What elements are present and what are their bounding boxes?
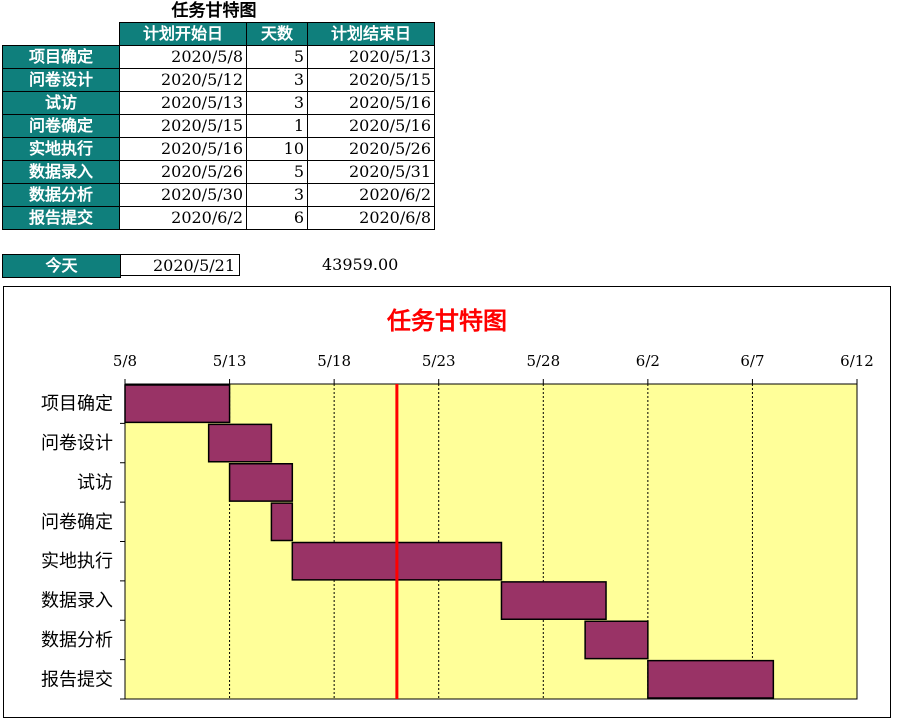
task-name-cell[interactable]: 数据分析 (2, 183, 120, 207)
days-cell[interactable]: 3 (246, 183, 308, 207)
y-category-label: 问卷确定 (41, 512, 113, 533)
start-date-cell[interactable]: 2020/5/15 (119, 114, 247, 138)
y-category-label: 试访 (77, 472, 113, 493)
days-cell[interactable]: 1 (246, 114, 308, 138)
table-row: 问卷设计 2020/5/12 3 2020/5/15 (2, 68, 435, 92)
x-tick-label: 5/13 (213, 352, 247, 370)
days-cell[interactable]: 6 (246, 206, 308, 230)
days-cell[interactable]: 5 (246, 160, 308, 184)
x-tick-label: 5/28 (526, 352, 560, 370)
gantt-bar (270, 502, 294, 542)
task-name-cell[interactable]: 问卷确定 (2, 114, 120, 138)
y-category-label: 实地执行 (41, 551, 113, 572)
x-tick-label: 5/18 (317, 352, 351, 370)
table-row: 报告提交 2020/6/2 6 2020/6/8 (2, 206, 435, 230)
gantt-chart[interactable]: 任务甘特图 5/8 5/13 5/18 5/23 5/28 6/2 6/7 6/12 项目确定问… (3, 286, 891, 718)
table-row: 问卷确定 2020/5/15 1 2020/5/16 (2, 114, 435, 138)
days-cell[interactable]: 3 (246, 68, 308, 92)
days-cell[interactable]: 10 (246, 137, 308, 161)
gantt-bar (500, 581, 607, 620)
x-tick-label: 6/7 (740, 352, 764, 370)
sheet-title: 任务甘特图 (171, 1, 257, 21)
today-value[interactable]: 2020/5/21 (120, 254, 240, 276)
gantt-plot: 5/8 5/13 5/18 5/23 5/28 6/2 6/7 6/12 项目确定问卷设计试访问… (41, 352, 874, 700)
table-row: 试访 2020/5/13 3 2020/5/16 (2, 91, 435, 115)
table-row: 实地执行 2020/5/16 10 2020/5/26 (2, 137, 435, 161)
end-date-cell[interactable]: 2020/5/15 (307, 68, 435, 92)
y-category-label: 数据录入 (41, 591, 113, 612)
task-name-cell[interactable]: 实地执行 (2, 137, 120, 161)
header-end-date[interactable]: 计划结束日 (307, 22, 435, 46)
header-days[interactable]: 天数 (246, 22, 308, 46)
gantt-bar (584, 620, 649, 660)
task-name-cell[interactable]: 试访 (2, 91, 120, 115)
task-name-cell[interactable]: 问卷设计 (2, 68, 120, 92)
days-cell[interactable]: 3 (246, 91, 308, 115)
start-date-cell[interactable]: 2020/5/26 (119, 160, 247, 184)
days-cell[interactable]: 5 (246, 45, 308, 69)
start-date-cell[interactable]: 2020/5/16 (119, 137, 247, 161)
gantt-bar (207, 423, 273, 463)
x-tick-label: 6/2 (636, 352, 660, 370)
header-blank-cell[interactable] (2, 22, 120, 46)
start-date-cell[interactable]: 2020/6/2 (119, 206, 247, 230)
y-category-label: 问卷设计 (41, 433, 113, 454)
task-name-cell[interactable]: 项目确定 (2, 45, 120, 69)
end-date-cell[interactable]: 2020/6/8 (307, 206, 435, 230)
x-tick-label: 5/8 (113, 352, 137, 370)
chart-title: 任务甘特图 (387, 306, 507, 335)
x-tick-label: 6/12 (840, 352, 874, 370)
end-date-cell[interactable]: 2020/5/16 (307, 114, 435, 138)
table-row: 数据录入 2020/5/26 5 2020/5/31 (2, 160, 435, 184)
end-date-cell[interactable]: 2020/5/13 (307, 45, 435, 69)
task-name-cell[interactable]: 数据录入 (2, 160, 120, 184)
start-date-cell[interactable]: 2020/5/8 (119, 45, 247, 69)
end-date-cell[interactable]: 2020/5/26 (307, 137, 435, 161)
start-date-cell[interactable]: 2020/5/30 (119, 183, 247, 207)
today-label[interactable]: 今天 (2, 254, 121, 278)
gantt-bar (124, 384, 231, 424)
y-category-label: 项目确定 (41, 394, 113, 415)
table-header-row: 计划开始日 天数 计划结束日 (2, 22, 435, 46)
start-date-cell[interactable]: 2020/5/13 (119, 91, 247, 115)
gantt-bar (647, 659, 775, 699)
start-date-cell[interactable]: 2020/5/12 (119, 68, 247, 92)
end-date-cell[interactable]: 2020/6/2 (307, 183, 435, 207)
task-table: 计划开始日 天数 计划结束日 项目确定 2020/5/8 5 2020/5/13 问卷设… (2, 22, 435, 230)
table-row: 数据分析 2020/5/30 3 2020/6/2 (2, 183, 435, 207)
end-date-cell[interactable]: 2020/5/31 (307, 160, 435, 184)
end-date-cell[interactable]: 2020/5/16 (307, 91, 435, 115)
x-tick-label: 5/23 (422, 352, 456, 370)
table-row: 项目确定 2020/5/8 5 2020/5/13 (2, 45, 435, 69)
task-name-cell[interactable]: 报告提交 (2, 206, 120, 230)
y-category-label: 报告提交 (41, 669, 113, 690)
gantt-bar (228, 463, 294, 502)
today-serial-value[interactable]: 43959.00 (322, 255, 399, 274)
header-start-date[interactable]: 计划开始日 (119, 22, 247, 46)
y-category-label: 数据分析 (41, 630, 113, 651)
